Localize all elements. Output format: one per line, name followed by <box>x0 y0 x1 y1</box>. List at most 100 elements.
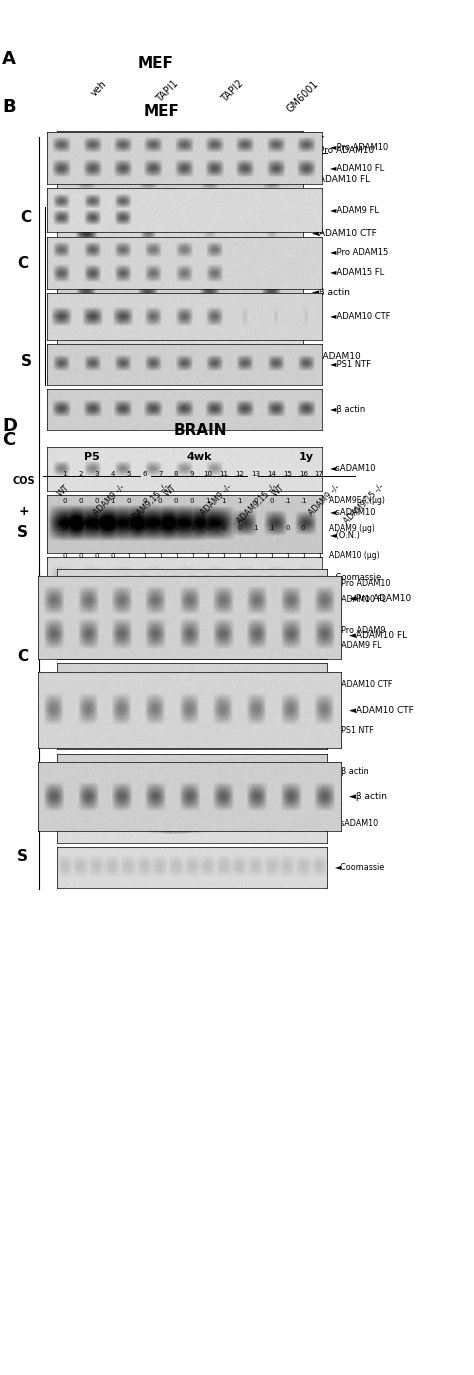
Text: ADAM WT: ADAM WT <box>74 132 131 142</box>
Text: ◄β actin: ◄β actin <box>335 767 368 776</box>
Text: ADAM9 (μg): ADAM9 (μg) <box>328 524 374 532</box>
Text: 0: 0 <box>174 498 178 503</box>
Text: C: C <box>18 256 28 271</box>
Text: 0: 0 <box>190 498 194 503</box>
Text: 0: 0 <box>142 525 146 531</box>
Text: 8: 8 <box>274 606 279 616</box>
Text: ADAM9 -/-: ADAM9 -/- <box>199 483 234 517</box>
Text: S: S <box>20 355 32 368</box>
Text: C: C <box>2 430 15 448</box>
Text: 7: 7 <box>243 606 249 616</box>
Text: .1: .1 <box>268 525 275 531</box>
Text: 1: 1 <box>253 553 258 558</box>
Text: 0: 0 <box>269 498 273 503</box>
Text: GM6001: GM6001 <box>285 78 321 114</box>
Text: MEF: MEF <box>138 56 174 70</box>
Text: A: A <box>2 49 16 67</box>
Text: TAPI1: TAPI1 <box>155 78 181 104</box>
Text: ◄Pro ADAM10: ◄Pro ADAM10 <box>335 579 390 588</box>
Text: ◄PS1 NTF: ◄PS1 NTF <box>335 726 373 734</box>
Text: 0: 0 <box>110 525 115 531</box>
Text: 4wk: 4wk <box>186 452 212 462</box>
Text: ADAM9 -/-: ADAM9 -/- <box>165 132 223 142</box>
Text: 1: 1 <box>206 553 210 558</box>
Text: ADAM9EA (μg): ADAM9EA (μg) <box>328 496 384 505</box>
Text: ◄ADAM9 FL: ◄ADAM9 FL <box>330 206 379 214</box>
Text: 0: 0 <box>79 525 83 531</box>
Text: WT: WT <box>56 483 71 498</box>
Text: 0: 0 <box>126 498 131 503</box>
Text: 1: 1 <box>206 498 210 503</box>
Text: WT: WT <box>271 483 286 498</box>
Text: S: S <box>18 525 28 540</box>
Text: 0: 0 <box>126 525 131 531</box>
Text: 0: 0 <box>63 498 67 503</box>
Text: ◄ADAM10 FL: ◄ADAM10 FL <box>335 594 386 604</box>
Text: 0: 0 <box>94 498 99 503</box>
Text: 1: 1 <box>110 498 115 503</box>
Text: 0: 0 <box>285 525 290 531</box>
Text: 1: 1 <box>94 525 99 531</box>
Text: 1: 1 <box>285 553 290 558</box>
Text: 0: 0 <box>63 525 67 531</box>
Text: 1: 1 <box>142 553 146 558</box>
Text: 1: 1 <box>174 553 178 558</box>
Text: 1: 1 <box>63 472 67 477</box>
Text: C: C <box>20 210 32 224</box>
Text: 0: 0 <box>79 498 83 503</box>
Text: 5: 5 <box>182 606 188 616</box>
Text: .1: .1 <box>284 498 291 503</box>
Text: 1: 1 <box>190 525 194 531</box>
Text: +: + <box>18 505 29 518</box>
Text: ◄ADAM10 CTF: ◄ADAM10 CTF <box>330 312 391 320</box>
Text: WT: WT <box>163 483 179 498</box>
Text: ◄sADAM10: ◄sADAM10 <box>335 820 379 828</box>
Text: ADAM9 -/-: ADAM9 -/- <box>307 483 341 517</box>
Text: 0: 0 <box>158 498 163 503</box>
Text: 2: 2 <box>91 606 96 616</box>
Text: COS: COS <box>12 476 35 487</box>
Text: 6: 6 <box>142 472 146 477</box>
Text: ADAM9,15 -/-: ADAM9,15 -/- <box>342 483 386 527</box>
Text: P5: P5 <box>84 452 100 462</box>
Text: ◄ADAM10 FL: ◄ADAM10 FL <box>349 631 407 641</box>
Text: TAPI2: TAPI2 <box>220 78 246 104</box>
Text: 0: 0 <box>142 498 146 503</box>
Text: .1: .1 <box>252 525 259 531</box>
Text: .1: .1 <box>300 498 307 503</box>
Text: 14: 14 <box>267 472 276 477</box>
Text: ADAM9 -/-: ADAM9 -/- <box>91 483 126 517</box>
Text: ◄ADAM10 CTF: ◄ADAM10 CTF <box>312 230 377 238</box>
Text: 1: 1 <box>158 553 163 558</box>
Text: 17: 17 <box>315 472 324 477</box>
Text: 3: 3 <box>121 606 127 616</box>
Text: 1: 1 <box>174 525 178 531</box>
Text: 0: 0 <box>63 553 67 558</box>
Text: 0: 0 <box>110 553 115 558</box>
Text: 7: 7 <box>158 472 163 477</box>
Text: MEF: MEF <box>144 104 179 118</box>
Text: ◄Pro ADAM10: ◄Pro ADAM10 <box>330 143 388 153</box>
Text: ◄Coomassie: ◄Coomassie <box>335 864 385 872</box>
Text: 10: 10 <box>203 472 212 477</box>
Text: veh: veh <box>90 78 109 98</box>
Text: 8: 8 <box>174 472 178 477</box>
Text: 16: 16 <box>299 472 308 477</box>
Text: 0: 0 <box>237 525 242 531</box>
Text: ◄PS1 NTF: ◄PS1 NTF <box>330 360 371 368</box>
Text: ADAM9/15 -/-: ADAM9/15 -/- <box>248 132 324 142</box>
Text: 1: 1 <box>317 553 321 558</box>
Text: 2: 2 <box>79 472 83 477</box>
Text: ◄ADAM15 FL: ◄ADAM15 FL <box>330 268 384 278</box>
Text: ◄sADAM10: ◄sADAM10 <box>330 465 377 473</box>
Text: 0: 0 <box>253 498 258 503</box>
Text: 1: 1 <box>301 553 305 558</box>
Text: D: D <box>2 417 17 434</box>
Text: 0: 0 <box>94 553 99 558</box>
Text: 1: 1 <box>269 553 273 558</box>
Text: 0: 0 <box>206 525 210 531</box>
Text: ◄sADAM10: ◄sADAM10 <box>330 507 377 517</box>
Text: 5: 5 <box>126 472 130 477</box>
Text: 12: 12 <box>235 472 244 477</box>
Text: 1: 1 <box>237 553 242 558</box>
